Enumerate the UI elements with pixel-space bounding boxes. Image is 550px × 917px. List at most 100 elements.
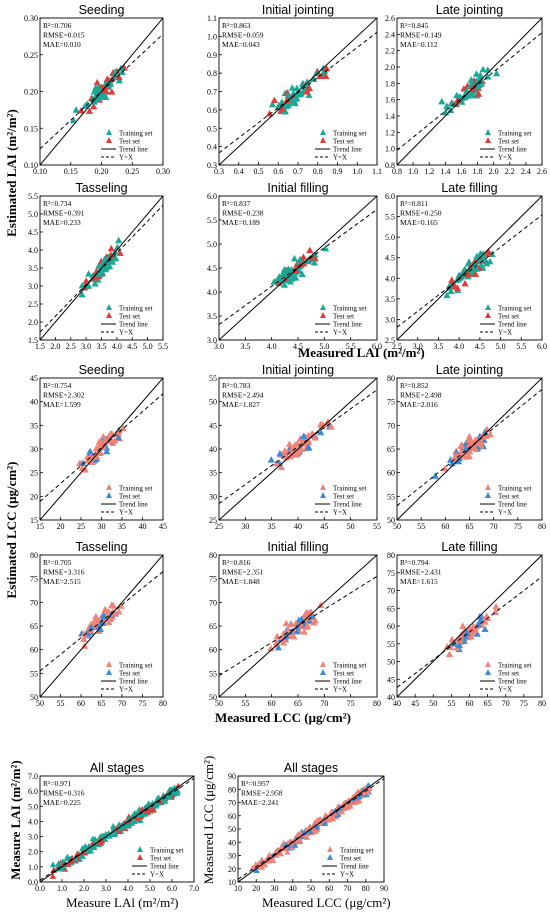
training-point — [285, 440, 294, 447]
legend-label: Test set — [498, 493, 519, 501]
x-tick-label: 20 — [252, 884, 260, 893]
y-equals-x-line — [219, 378, 377, 520]
x-tick-label: 60 — [466, 699, 474, 708]
y-tick-label: 3.5 — [28, 264, 38, 273]
legend-label: Y=X — [119, 686, 133, 694]
legend-label: Training set — [119, 305, 152, 313]
y-tick-label: 4.5 — [207, 264, 217, 273]
chart-title: All stages — [284, 761, 338, 775]
training-point — [286, 273, 294, 281]
legend-label: Training set — [333, 662, 366, 670]
training-point — [455, 641, 464, 649]
all-lai-x-axis-label: Measure LAl (m²/m²) — [66, 895, 179, 910]
test-point — [101, 605, 109, 613]
training-point — [310, 259, 318, 266]
legend-label: Trend line — [333, 146, 362, 154]
legend-training-marker — [106, 129, 112, 135]
legend-label: Y=X — [150, 871, 164, 879]
lcc-y-axis-label: Estimated LCC (μg/cm²) — [4, 461, 19, 599]
legend-label: Y=X — [498, 154, 512, 162]
test-point — [269, 857, 277, 863]
x-tick-label: 70 — [344, 884, 352, 893]
x-tick-label: 2.2 — [505, 167, 515, 176]
y-tick-label: 55 — [387, 492, 395, 501]
x-tick-label: 2.5 — [392, 342, 402, 351]
test-point — [322, 72, 330, 80]
y-tick-label: 80 — [387, 374, 395, 383]
training-point — [311, 254, 319, 262]
legend-label: Training set — [333, 130, 366, 138]
legend-training-marker — [485, 661, 491, 667]
training-point — [113, 243, 121, 251]
stats-text: MAE=2.016 — [400, 400, 438, 409]
y-tick-label: 4.0 — [28, 817, 38, 826]
legend-label: Trend line — [333, 321, 362, 329]
y-tick-label: 75 — [387, 569, 395, 578]
stats-text: MAE=0.225 — [43, 798, 81, 807]
training-point — [476, 71, 484, 79]
x-tick-label: 20 — [57, 522, 65, 531]
x-tick-label: 50 — [393, 522, 401, 531]
y-tick-label: 40 — [387, 693, 395, 702]
training-point — [292, 451, 300, 458]
training-point — [472, 70, 480, 77]
legend-label: Training set — [333, 485, 366, 493]
test-point — [174, 782, 182, 789]
scatter-points — [438, 65, 501, 116]
training-point — [284, 848, 291, 855]
training-point — [85, 107, 94, 114]
training-point — [108, 88, 116, 95]
stats-text: RMSE=2.498 — [400, 391, 442, 400]
y-tick-label: 50 — [209, 693, 217, 702]
y-tick-label: 3.5 — [385, 295, 395, 304]
training-point — [267, 644, 275, 652]
test-point — [108, 601, 116, 608]
training-point — [79, 853, 86, 859]
lai-y-axis-label: Estimated LAI (m²/m²) — [4, 109, 19, 237]
stats-text: R²=0.837 — [222, 199, 251, 208]
legend-training-marker — [485, 304, 491, 310]
y-tick-label: 10 — [228, 878, 236, 887]
y-tick-label: 1.4 — [385, 112, 395, 121]
trend-line — [40, 33, 163, 150]
test-point — [298, 831, 305, 838]
y-equals-x-line — [40, 196, 163, 340]
x-tick-label: 4.0 — [112, 342, 122, 351]
training-point — [296, 837, 303, 844]
y-tick-label: 3.0 — [28, 282, 38, 291]
y-tick-label: 70 — [387, 587, 395, 596]
x-tick-label: 30 — [241, 522, 249, 531]
legend-label: Trend line — [498, 678, 527, 686]
legend-label: Training set — [119, 485, 152, 493]
y-tick-label: 2.2 — [385, 47, 395, 56]
legend-label: Test set — [333, 313, 354, 321]
x-tick-label: 55 — [447, 699, 455, 708]
x-tick-label: 7.0 — [189, 884, 199, 893]
training-point — [474, 90, 483, 97]
x-tick-label: 0.8 — [313, 167, 323, 176]
y-tick-label: 50 — [387, 516, 395, 525]
trend-line — [219, 209, 377, 326]
stats-text: RMSE=2.431 — [400, 568, 442, 577]
test-point — [115, 73, 123, 81]
chart-panel: 10 20 30 40 50 60 70 80 90 10 20 30 40 50 60 70 80 90 All … — [228, 761, 388, 893]
training-point — [49, 873, 57, 879]
training-point — [446, 281, 454, 289]
chart-title: Initial jointing — [262, 363, 334, 377]
test-point — [327, 423, 335, 430]
y-tick-label: 80 — [30, 551, 38, 560]
y-tick-label: 0.3 — [207, 161, 217, 170]
x-tick-label: 55 — [417, 522, 425, 531]
stats-text: RMSE=2.351 — [222, 568, 264, 577]
y-tick-label: 80 — [387, 551, 395, 560]
x-tick-label: 80 — [538, 699, 546, 708]
chart-panel: 50 55 60 65 70 75 80 50 55 60 65 70 75 80 Late jointin… — [387, 363, 546, 531]
training-point — [290, 632, 298, 640]
plot-frame — [396, 195, 543, 341]
test-point — [303, 87, 311, 95]
y-tick-label: 45 — [30, 374, 38, 383]
x-tick-label: 40 — [294, 522, 302, 531]
x-tick-label: 50 — [215, 699, 223, 708]
